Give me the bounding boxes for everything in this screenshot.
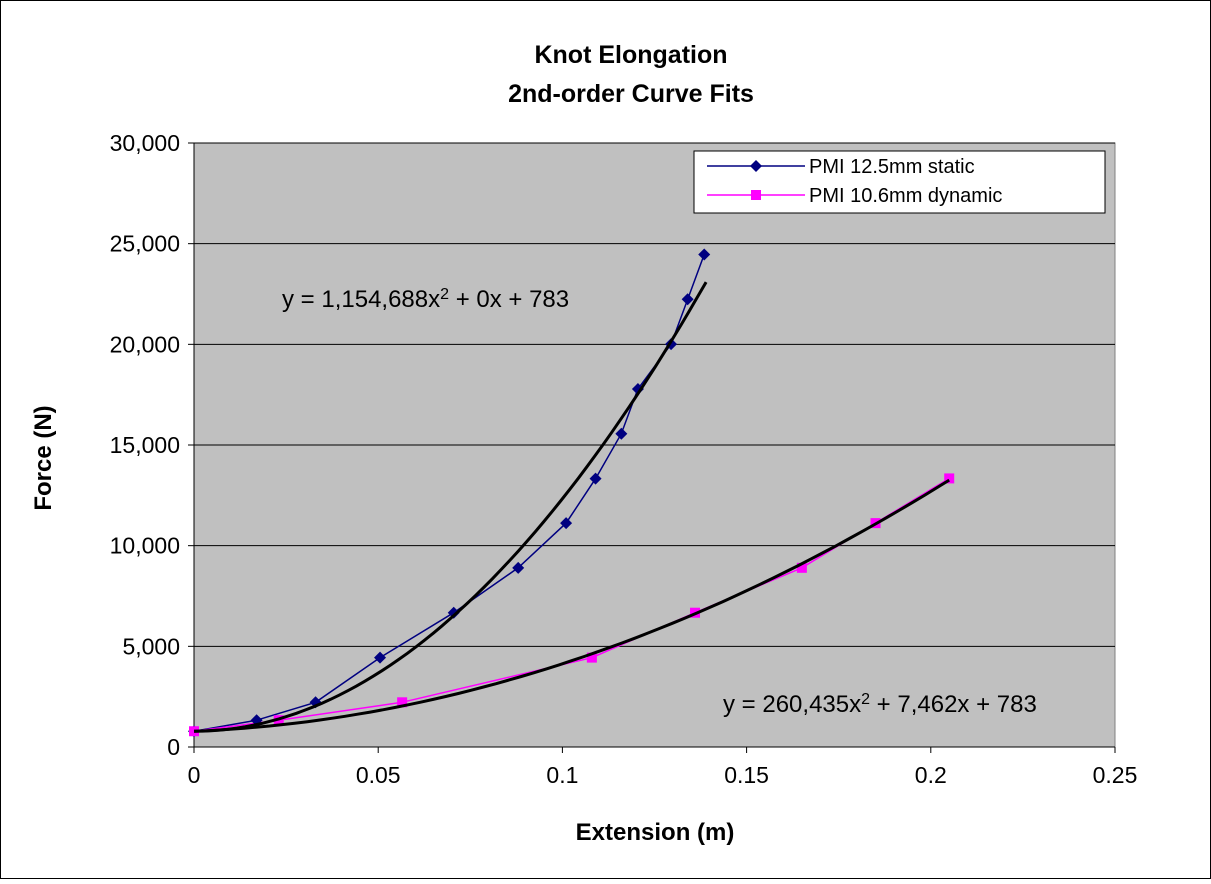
fit-equation-static-suffix: + 0x + 783	[449, 286, 569, 313]
fit-equation-static-exponent: 2	[440, 286, 449, 303]
series-0-point-4	[447, 606, 460, 619]
x-tick-label-2: 0.1	[546, 762, 578, 788]
tick-labels: 0 5,000 10,000 15,000 20,000 25,000 30,000 0 0.0…	[110, 130, 1138, 788]
x-tick-label-5: 0.25	[1093, 762, 1138, 788]
series-0-point-12	[698, 248, 711, 261]
series-1-point-0	[189, 726, 199, 737]
x-tick-label-4: 0.2	[915, 762, 947, 788]
axes	[188, 142, 1116, 753]
fit-curves	[193, 281, 950, 733]
fit-equation-static: y = 1,154,688x2 + 0x + 783	[282, 286, 569, 314]
legend-marker-dynamic	[751, 190, 761, 200]
fit-curve-0	[193, 281, 708, 733]
x-tick-label-1: 0.05	[356, 762, 401, 788]
chart-title-line-1: Knot Elongation	[534, 41, 727, 69]
fit-equation-dynamic: y = 260,435x2 + 7,462x + 783	[723, 691, 1037, 719]
series-0-point-6	[560, 517, 573, 530]
y-tick-label-6: 30,000	[110, 130, 180, 156]
series-1-point-3	[586, 652, 597, 663]
y-axis-title: Force (N)	[30, 405, 57, 510]
fit-equation-dynamic-suffix: + 7,462x + 783	[870, 691, 1037, 718]
series-0-point-3	[374, 651, 387, 664]
series-0-point-11	[681, 293, 694, 306]
series-1-point-7	[944, 473, 955, 484]
legend-label-dynamic: PMI 10.6mm dynamic	[809, 185, 1002, 207]
x-tick-label-0: 0	[188, 762, 201, 788]
fit-equation-dynamic-prefix: y = 260,435x	[723, 691, 861, 718]
series-0-point-7	[589, 472, 602, 485]
fit-equation-dynamic-exponent: 2	[861, 691, 870, 708]
series-0-point-8	[615, 427, 628, 440]
y-tick-label-2: 10,000	[110, 533, 180, 559]
series-1-point-2	[397, 697, 408, 708]
y-tick-label-3: 15,000	[110, 432, 180, 458]
y-tick-label-4: 20,000	[110, 331, 180, 357]
y-tick-label-0: 0	[167, 734, 180, 760]
series-0-point-5	[512, 561, 525, 574]
legend-marker-static	[750, 160, 762, 172]
legend-box	[693, 150, 1106, 214]
fit-equation-static-prefix: y = 1,154,688x	[282, 286, 440, 313]
series-1-point-5	[796, 562, 807, 573]
x-tick-label-3: 0.15	[724, 762, 769, 788]
gridlines	[194, 142, 1115, 647]
chart-title-line-2: 2nd-order Curve Fits	[508, 80, 754, 108]
y-tick-label-1: 5,000	[122, 633, 180, 659]
legend-label-static: PMI 12.5mm static	[809, 156, 975, 178]
series-0-point-9	[631, 383, 644, 396]
fit-curve-1	[193, 478, 950, 733]
legend: PMI 12.5mm static PMI 10.6mm dynamic	[693, 150, 1106, 214]
x-axis-title: Extension (m)	[576, 819, 735, 846]
y-tick-label-5: 25,000	[110, 231, 180, 257]
